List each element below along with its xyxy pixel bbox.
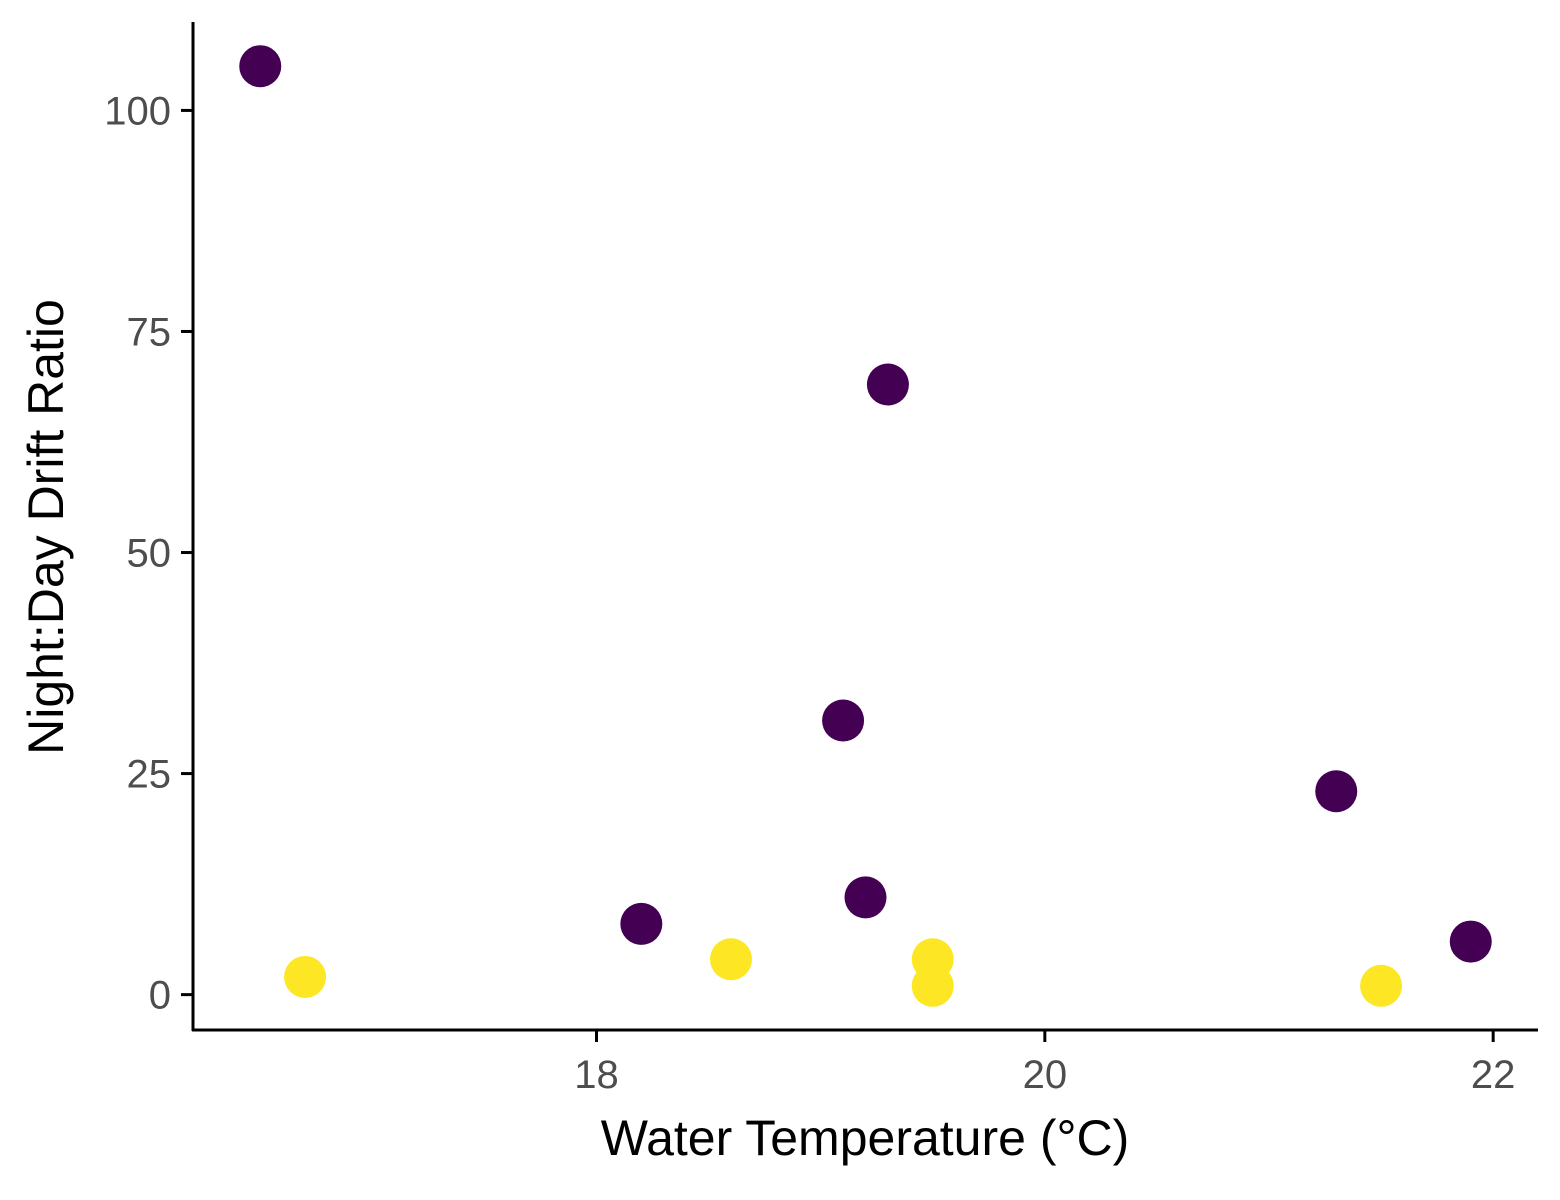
y-tick-label: 0 [149, 974, 171, 1018]
scatter-point [866, 363, 909, 406]
x-axis-ticks: 18 20 22 [574, 1030, 1515, 1097]
y-axis-ticks: 0 25 50 75 100 [104, 89, 193, 1018]
scatter-point [844, 876, 887, 919]
x-tick-label: 18 [574, 1053, 619, 1097]
x-tick-label: 20 [1023, 1053, 1068, 1097]
scatter-point [239, 45, 282, 88]
y-tick-label: 100 [104, 89, 171, 133]
scatter-point [911, 964, 954, 1007]
y-tick-label: 75 [127, 310, 172, 354]
x-tick-label: 22 [1471, 1053, 1516, 1097]
scatter-point [710, 938, 752, 981]
y-tick-label: 50 [127, 532, 172, 576]
scatter-point [284, 955, 327, 998]
y-axis-title: Night:Day Drift Ratio [18, 299, 74, 755]
scatter-point [822, 699, 865, 742]
points-layer [239, 45, 1492, 1007]
scatter-point [620, 902, 663, 945]
scatter-point [1449, 920, 1492, 963]
scatter-point [1360, 964, 1403, 1007]
scatter-point [1315, 770, 1358, 813]
y-tick-label: 25 [127, 753, 172, 797]
x-axis-title: Water Temperature (°C) [601, 1110, 1129, 1166]
